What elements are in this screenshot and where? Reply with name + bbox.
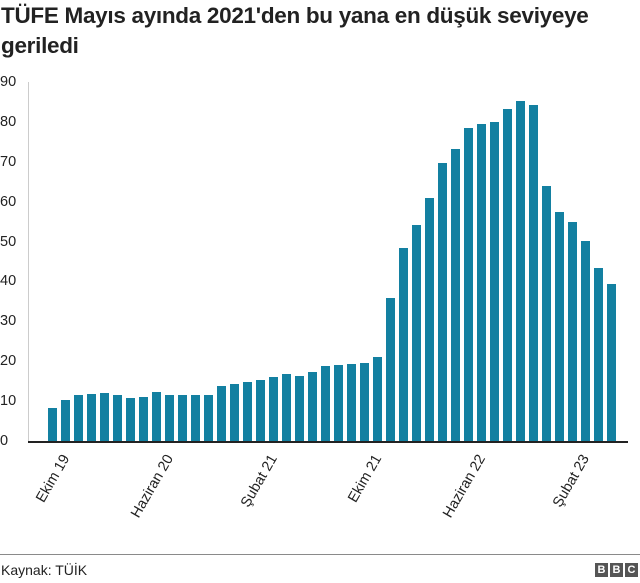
bar [308,372,317,442]
bar [490,122,499,442]
bar [100,392,109,442]
bar [74,394,83,442]
bar [126,398,135,442]
bar [568,221,577,442]
bar [386,298,395,442]
x-tick-label: Haziran 20 [127,452,177,521]
bar [373,356,382,442]
bar [282,373,291,442]
y-tick-label: 40 [0,273,17,290]
y-tick-label: 90 [0,74,17,90]
x-tick-label: Şubat 21 [237,452,281,511]
bbc-logo-letter: B [610,563,623,577]
bbc-logo-letter: B [595,563,608,577]
bar [152,391,161,442]
bar [256,379,265,442]
y-tick-label: 50 [0,233,17,250]
bbc-logo: B B C [595,563,638,577]
bar [165,395,174,442]
y-tick-label: 60 [0,193,17,210]
chart-title: TÜFE Mayıs ayında 2021'den bu yana en dü… [1,3,589,58]
bar [347,363,356,442]
y-tick-label: 30 [0,313,17,330]
bar [438,162,447,442]
y-tick-label: 80 [0,113,17,130]
x-tick-label: Şubat 23 [549,452,593,511]
bar [230,383,239,442]
bar [360,362,369,442]
bar [48,407,57,442]
y-tick-label: 0 [0,433,9,449]
bar [243,382,252,442]
bar [399,247,408,442]
bar [87,393,96,442]
bar [412,224,421,442]
bar [61,399,70,442]
bbc-logo-letter: C [625,563,638,577]
bar [464,128,473,442]
bar [217,386,226,442]
bar [113,394,122,442]
source-note: Kaynak: TÜİK [1,562,88,578]
bar [594,267,603,442]
x-tick-label: Ekim 21 [344,452,385,506]
bar [555,211,564,442]
y-tick-label: 70 [0,153,17,170]
bar [204,394,213,442]
bar [451,148,460,442]
bar [581,240,590,442]
footer-divider [0,554,640,555]
bar [516,100,525,442]
bar [269,377,278,442]
bar [295,375,304,442]
bar [503,109,512,442]
bar [178,395,187,442]
y-axis-line [28,82,29,442]
bar [425,198,434,442]
y-tick-label: 20 [0,353,17,370]
y-tick-label: 10 [0,393,17,410]
bar [529,105,538,442]
bar [542,185,551,442]
bar [607,284,616,442]
x-tick-label: Ekim 19 [32,452,73,506]
bar [321,366,330,442]
bar [139,396,148,442]
bar [191,395,200,442]
x-tick-label: Haziran 22 [439,452,489,521]
x-axis-baseline [28,441,628,443]
bar [334,365,343,442]
bar [477,124,486,442]
